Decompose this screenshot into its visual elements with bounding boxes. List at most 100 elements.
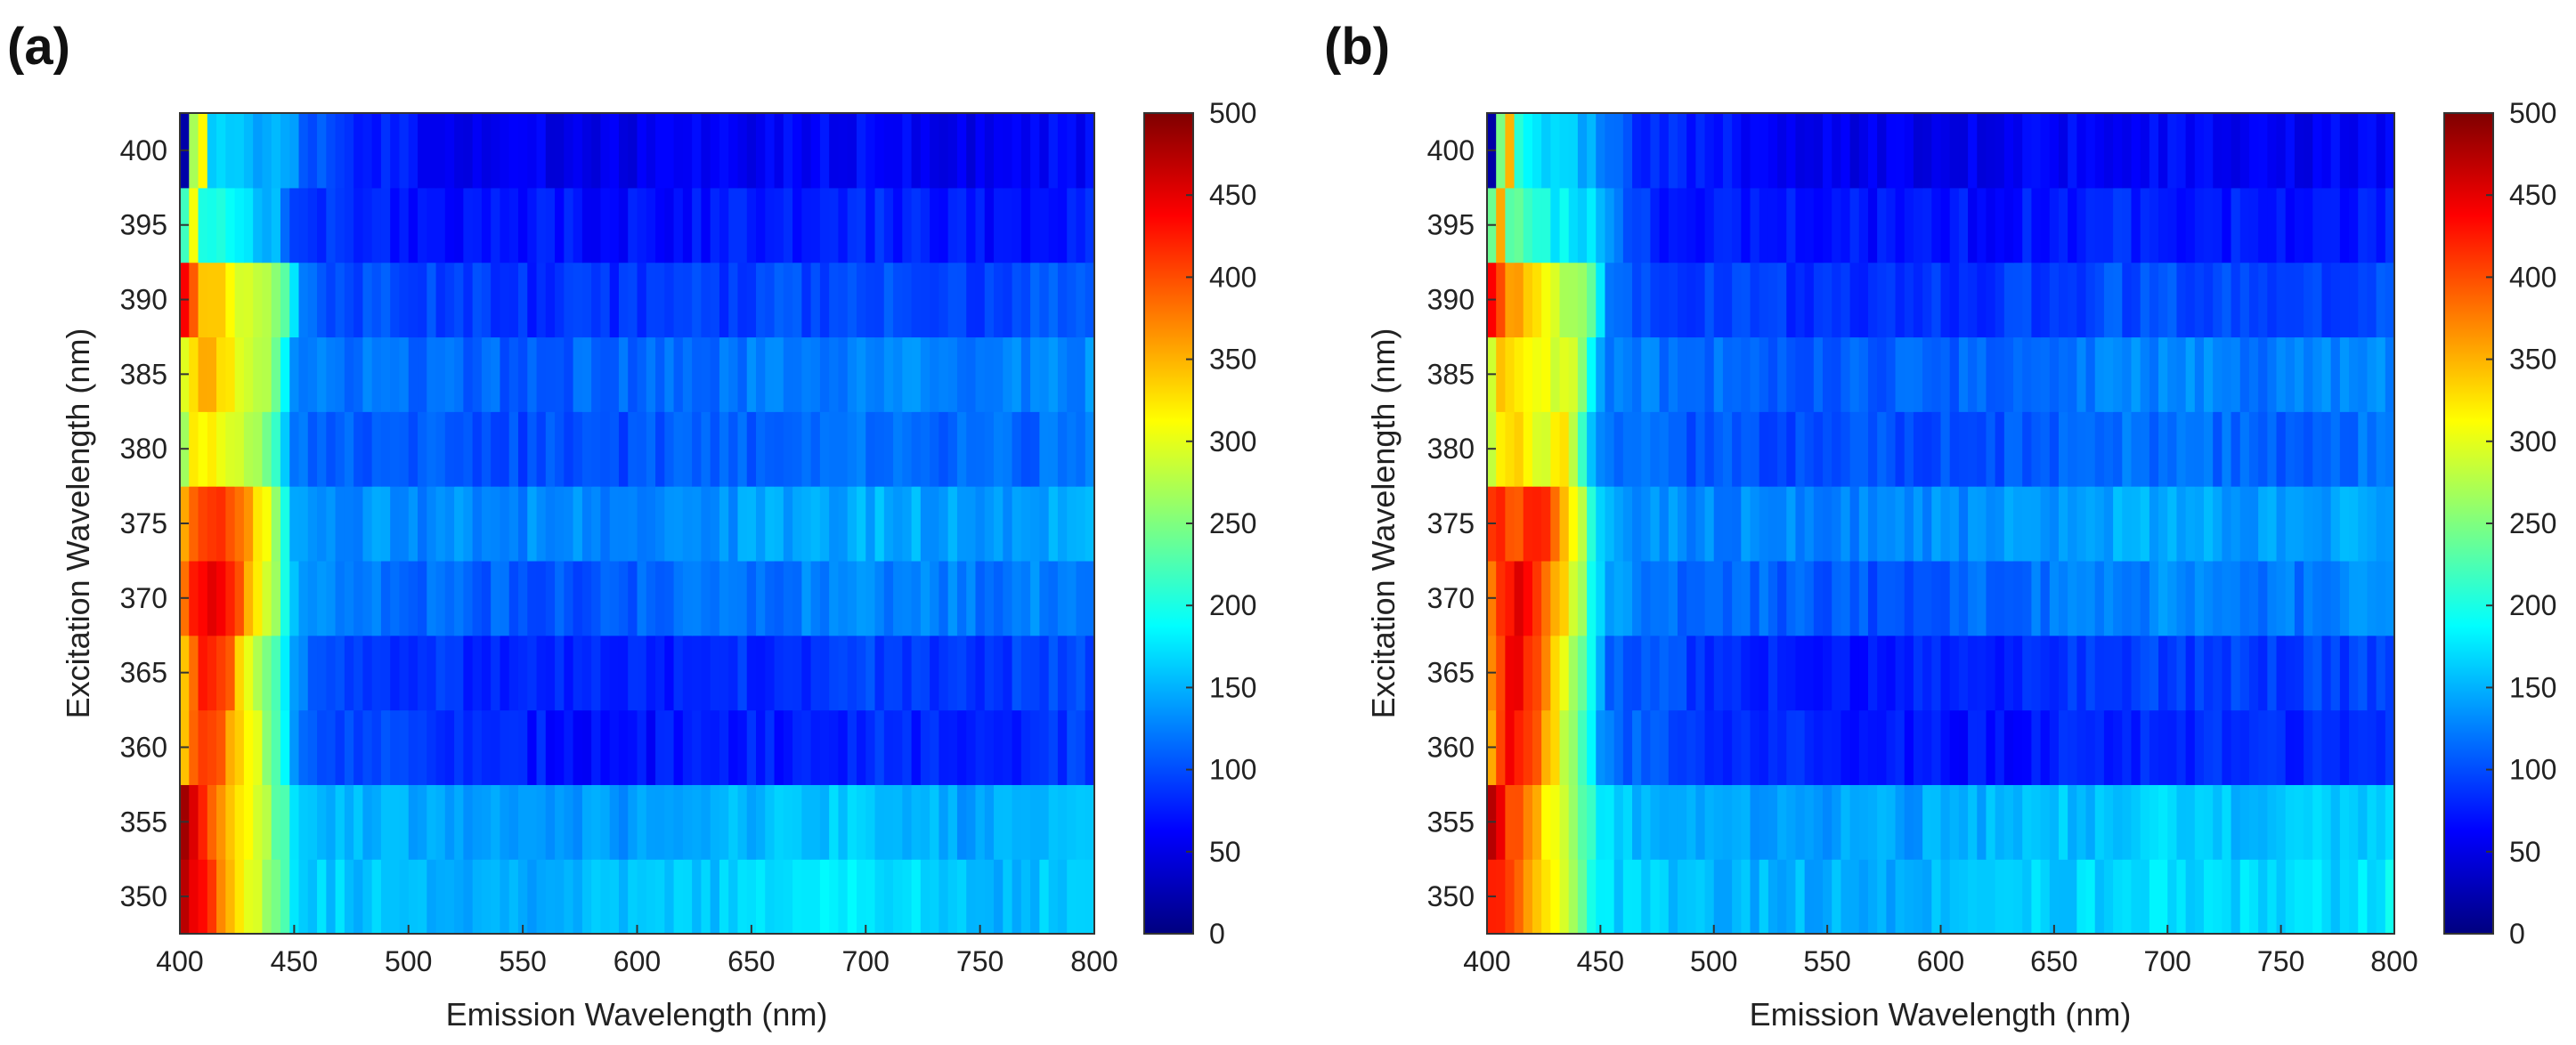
heatmap-cell [1596, 560, 1606, 636]
heatmap-cell [975, 486, 986, 562]
heatmap-cell [225, 560, 236, 636]
heatmap-cell [527, 709, 538, 785]
heatmap-cell [1877, 859, 1887, 935]
heatmap-cell [1777, 486, 1787, 562]
heatmap-cell [2131, 560, 2141, 636]
heatmap-cell [810, 560, 821, 636]
heatmap-cell [1012, 486, 1022, 562]
heatmap-cell [2222, 411, 2232, 487]
heatmap-cell [646, 635, 656, 711]
heatmap-cell [600, 187, 611, 263]
heatmap-cell [838, 486, 849, 562]
heatmap-cell [966, 336, 977, 412]
heatmap-cell [591, 635, 602, 711]
heatmap-cell [1012, 709, 1022, 785]
heatmap-cell [975, 859, 986, 935]
heatmap-cell [646, 336, 656, 412]
heatmap-cell [1977, 859, 1987, 935]
heatmap-cell [472, 486, 483, 562]
heatmap-cell [545, 859, 556, 935]
heatmap-cell [2312, 859, 2323, 935]
heatmap-cell [2304, 560, 2313, 636]
heatmap-cell [408, 635, 418, 711]
heatmap-cell [1767, 187, 1778, 263]
heatmap-cell [1767, 560, 1778, 636]
heatmap-cell [1995, 709, 2005, 785]
heatmap-cell [2358, 784, 2369, 860]
heatmap-cell [1886, 411, 1897, 487]
heatmap-cell [1958, 336, 1969, 412]
heatmap-cell [243, 859, 254, 935]
heatmap-cell [939, 113, 949, 189]
heatmap-cell [371, 113, 382, 189]
heatmap-cell [1550, 262, 1561, 338]
heatmap-cell [545, 187, 556, 263]
heatmap-cell [1995, 187, 2005, 263]
heatmap-cell [765, 486, 776, 562]
heatmap-cell [1886, 113, 1897, 189]
heatmap-cell [719, 859, 729, 935]
heatmap-cell [2031, 411, 2042, 487]
heatmap-cell [2231, 709, 2241, 785]
x-tick-label: 750 [2257, 945, 2304, 977]
heatmap-cell [253, 411, 264, 487]
heatmap-cell [1922, 187, 1932, 263]
heatmap-cell [335, 859, 345, 935]
heatmap-cell [380, 262, 391, 338]
heatmap-cell [2076, 709, 2087, 785]
heatmap-cell [774, 187, 784, 263]
heatmap-cell [1977, 635, 1987, 711]
heatmap-cell [444, 859, 455, 935]
heatmap-cell [399, 411, 410, 487]
heatmap-cell [956, 635, 967, 711]
heatmap-cell [1622, 336, 1633, 412]
heatmap-cell [2185, 560, 2196, 636]
heatmap-cell [911, 113, 922, 189]
heatmap-cell [893, 859, 903, 935]
heatmap-cell [289, 784, 300, 860]
heatmap-cell [1505, 262, 1516, 338]
heatmap-cell [2058, 411, 2068, 487]
heatmap-cell [2003, 560, 2014, 636]
heatmap-cell [783, 336, 793, 412]
heatmap-cell [994, 709, 1004, 785]
heatmap-cell [271, 709, 281, 785]
heatmap-cell [2022, 709, 2032, 785]
heatmap-cell [527, 113, 538, 189]
heatmap-cell [399, 336, 410, 412]
heatmap-cell [1668, 262, 1678, 338]
heatmap-cell [966, 113, 977, 189]
heatmap-cell [1858, 486, 1869, 562]
heatmap-cell [1813, 635, 1824, 711]
heatmap-cell [1695, 411, 1706, 487]
y-tick-label: 350 [1427, 880, 1475, 912]
heatmap-cell [1867, 262, 1878, 338]
colorbar-tick-label: 150 [1209, 671, 1256, 703]
heatmap-cell [1858, 262, 1869, 338]
heatmap-cell [2339, 709, 2350, 785]
heatmap-cell [2304, 635, 2313, 711]
heatmap-cell [225, 187, 236, 263]
heatmap-cell [2140, 486, 2150, 562]
heatmap-cell [902, 187, 913, 263]
heatmap-cell [902, 635, 913, 711]
heatmap-cell [335, 187, 345, 263]
heatmap-cell [427, 411, 437, 487]
heatmap-cell [2358, 859, 2369, 935]
heatmap-cell [628, 113, 638, 189]
heatmap-cell [2321, 709, 2332, 785]
heatmap-cell [1596, 113, 1606, 189]
heatmap-cell [1030, 262, 1040, 338]
heatmap-cell [418, 486, 427, 562]
heatmap-cell [2003, 784, 2014, 860]
heatmap-cell [234, 486, 245, 562]
heatmap-cell [783, 411, 793, 487]
heatmap-cell [380, 336, 391, 412]
heatmap-cell [262, 784, 272, 860]
heatmap-cell [1832, 635, 1842, 711]
heatmap-cell [2367, 113, 2377, 189]
heatmap-cell [2213, 709, 2223, 785]
heatmap-cell [701, 262, 711, 338]
heatmap-cell [2013, 336, 2023, 412]
heatmap-cell [1849, 113, 1860, 189]
